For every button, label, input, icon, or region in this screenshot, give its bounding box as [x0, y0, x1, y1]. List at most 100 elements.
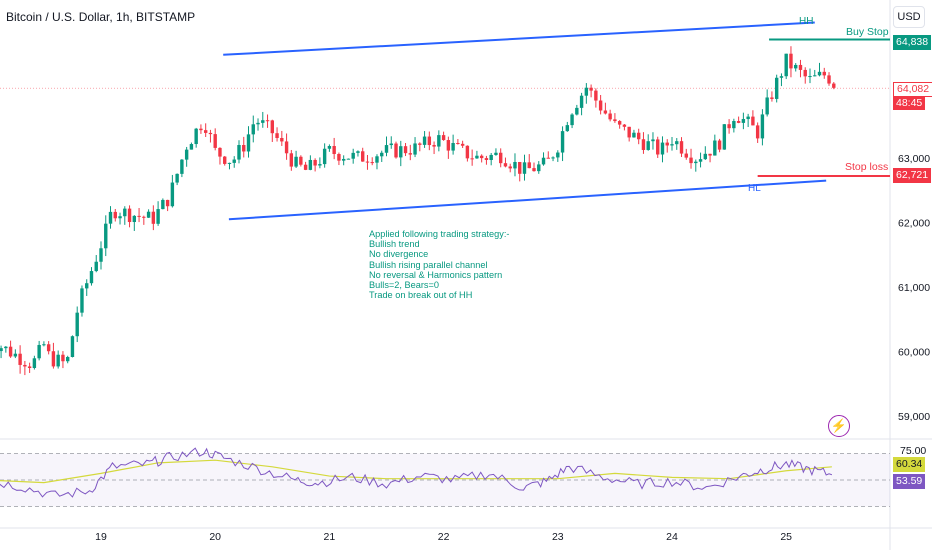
- rsi-value-tag: 53.59: [893, 474, 926, 489]
- y-tick-label: 59,000: [898, 411, 930, 423]
- candle-body: [208, 132, 213, 135]
- candle-body: [351, 152, 355, 159]
- candle-body: [470, 158, 474, 160]
- y-tick-label: 62,000: [898, 218, 930, 230]
- candle-body: [413, 143, 417, 155]
- y-tick-label: 60,000: [898, 347, 930, 359]
- candle-body: [242, 145, 246, 152]
- candle-body: [679, 141, 684, 154]
- candle-body: [308, 159, 313, 170]
- candle-body: [594, 90, 598, 101]
- candle-body: [694, 161, 698, 164]
- candle-body: [18, 353, 22, 365]
- candle-body: [180, 159, 184, 174]
- x-tick-label: 25: [780, 531, 792, 543]
- x-tick-label: 20: [209, 531, 221, 543]
- candle-body: [613, 119, 617, 122]
- note-line: Bullish rising parallel channel: [369, 259, 488, 270]
- buy-stop-price-tag: 64,838: [893, 35, 932, 50]
- stop-loss-price-tag: 62,721: [893, 168, 932, 183]
- candle-body: [65, 356, 70, 362]
- candle-body: [251, 124, 255, 135]
- candle-body: [608, 113, 612, 120]
- candle-body: [199, 128, 203, 131]
- candle-body: [337, 154, 341, 161]
- candle-body: [646, 141, 650, 150]
- candle-body: [603, 110, 608, 114]
- candle-body: [675, 141, 679, 145]
- candle-body: [784, 53, 788, 77]
- candle-body: [399, 146, 403, 158]
- candle-body: [584, 87, 589, 96]
- lightning-alert-icon[interactable]: ⚡: [828, 415, 850, 437]
- candle-body: [146, 211, 151, 218]
- candle-body: [89, 271, 94, 284]
- candle-body: [522, 162, 527, 174]
- hh-label: HH: [799, 16, 814, 27]
- candle-body: [465, 145, 470, 159]
- x-tick-label: 23: [552, 531, 564, 543]
- candle-body: [170, 182, 175, 207]
- candle-body: [779, 76, 784, 78]
- rsi-top-label: 75.00: [897, 444, 930, 459]
- candle-body: [361, 151, 365, 162]
- candle-body: [261, 120, 265, 123]
- candle-body: [765, 97, 769, 115]
- candle-body: [484, 158, 489, 160]
- candle-body: [227, 162, 232, 164]
- candle-body: [622, 124, 627, 127]
- candle-body: [270, 120, 274, 134]
- candle-body: [175, 173, 179, 183]
- candle-body: [479, 155, 484, 159]
- candle-body: [736, 121, 741, 123]
- candle-body: [418, 143, 422, 145]
- candle-body: [727, 124, 731, 129]
- candle-body: [537, 164, 541, 172]
- candle-body: [23, 364, 27, 367]
- candle-body: [446, 140, 451, 151]
- candle-body: [370, 162, 374, 164]
- candle-body: [32, 358, 37, 369]
- candle-body: [375, 156, 379, 163]
- candle-body: [85, 283, 89, 289]
- candle-body: [99, 248, 103, 262]
- candle-body: [589, 87, 593, 91]
- candle-body: [280, 137, 284, 142]
- candle-body: [70, 336, 75, 357]
- candle-body: [755, 125, 760, 139]
- candle-body: [389, 143, 393, 146]
- currency-button[interactable]: USD: [893, 6, 925, 28]
- candle-body: [698, 159, 703, 162]
- channel-upper-line: [223, 21, 815, 56]
- candle-body: [299, 156, 303, 165]
- candle-body: [541, 157, 546, 165]
- candle-body: [365, 161, 370, 163]
- candle-body: [104, 223, 108, 249]
- candle-body: [137, 215, 141, 217]
- candle-body: [80, 288, 84, 313]
- hl-label: HL: [748, 183, 761, 194]
- y-tick-label: 63,000: [898, 153, 930, 165]
- candle-body: [284, 141, 289, 154]
- candle-body: [189, 144, 194, 150]
- candle-body: [798, 64, 803, 70]
- candle-body: [184, 149, 189, 160]
- candle-body: [494, 152, 498, 155]
- candle-body: [499, 152, 503, 164]
- candle-body: [142, 216, 146, 218]
- candle-body: [237, 145, 241, 160]
- candle-body: [303, 164, 308, 170]
- candle-body: [451, 142, 455, 151]
- candle-body: [437, 135, 441, 147]
- candle-body: [232, 159, 236, 163]
- candle-body: [165, 199, 170, 207]
- rsi-line: [0, 447, 833, 498]
- candle-body: [123, 208, 127, 217]
- candle-body: [760, 114, 765, 139]
- candle-body: [275, 133, 279, 138]
- candle-body: [384, 145, 389, 153]
- candle-body: [432, 145, 436, 147]
- candle-body: [394, 143, 398, 158]
- candle-body: [670, 144, 674, 146]
